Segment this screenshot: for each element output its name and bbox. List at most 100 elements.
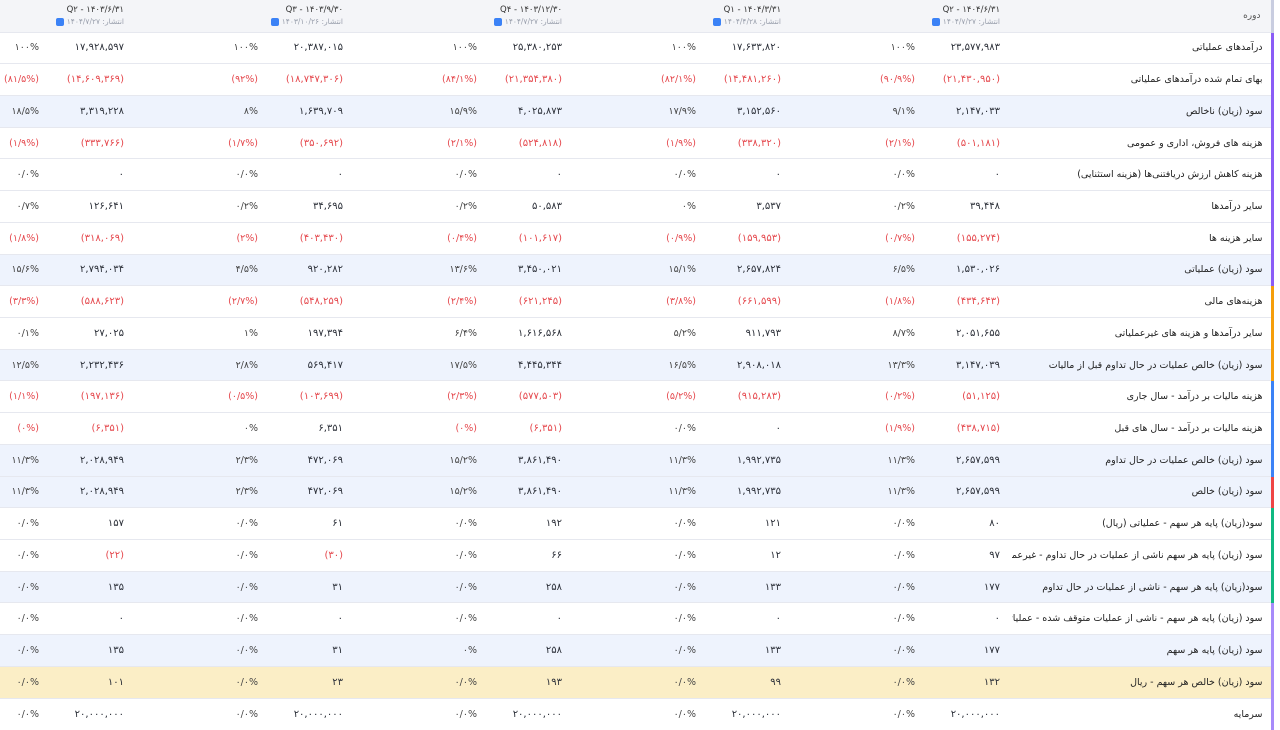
amount: ۰ bbox=[337, 169, 344, 181]
percent: ۱۲/۵% bbox=[11, 359, 39, 371]
row-label: سود (زیان) عملیاتی bbox=[1012, 254, 1274, 286]
percent: ۰/۰% bbox=[673, 676, 697, 688]
amount: (۵۷۷,۵۰۳) bbox=[518, 391, 563, 403]
percent: (۰/۷%) bbox=[885, 232, 916, 244]
amount: ۱,۹۹۲,۷۳۵ bbox=[737, 486, 782, 498]
amount: (۵۸۸,۶۲۳) bbox=[80, 296, 124, 308]
amount: (۱۹۷,۱۳۶) bbox=[80, 391, 124, 403]
amount: ۹۱۱,۷۹۳ bbox=[745, 327, 782, 339]
percent: (۸۲/۱%) bbox=[661, 74, 697, 86]
percent: ۰/۰% bbox=[892, 613, 916, 625]
percent: ۱۵/۹% bbox=[449, 105, 478, 117]
amount: ۲,۷۹۴,۰۳۴ bbox=[80, 264, 124, 276]
amount: (۳۱۸,۰۶۹) bbox=[80, 232, 124, 244]
amount: ۳,۴۵۰,۰۲۱ bbox=[518, 264, 563, 276]
percent: ۰/۰% bbox=[454, 518, 478, 530]
percent: ۸/۷% bbox=[892, 327, 916, 339]
percent: ۱۷/۹% bbox=[668, 105, 697, 117]
percent: ۰/۲% bbox=[454, 200, 478, 212]
amount: (۲۲) bbox=[105, 549, 124, 561]
table-row: سایر درآمدها و هزینه های غیرعملیاتی ۲,۰۵۱… bbox=[0, 317, 1274, 350]
amount: (۵۰۱,۱۸۱) bbox=[956, 137, 1001, 149]
period-header: Q۲ - ۱۴۰۴/۶/۳۱ انتشار: ۱۴۰۴/۷/۲۷ bbox=[793, 0, 1012, 32]
amount: (۶,۳۵۱) bbox=[529, 422, 563, 434]
percent: (۵/۲%) bbox=[666, 391, 697, 403]
table-row: هزینه های فروش، اداری و عمومی (۵۰۱,۱۸۱) (۲… bbox=[0, 127, 1274, 159]
amount: ۱۳۵ bbox=[107, 645, 124, 657]
percent: ۸% bbox=[243, 105, 259, 117]
period-header: Q۴ - ۱۴۰۳/۱۲/۳۰ انتشار: ۱۴۰۴/۷/۲۷ bbox=[355, 0, 574, 32]
amount: ۲,۰۲۸,۹۴۹ bbox=[80, 486, 124, 498]
percent: (۱/۹%) bbox=[9, 137, 39, 149]
percent: ۰/۰% bbox=[454, 676, 478, 688]
row-label: سود (زیان) پایه هر سهم bbox=[1012, 634, 1274, 667]
percent: ۲/۳% bbox=[235, 454, 259, 466]
row-label: سود (زیان) پایه هر سهم - ناشی از عملیات … bbox=[1012, 602, 1274, 635]
percent: ۰/۰% bbox=[16, 169, 39, 181]
percent: (۱/۸%) bbox=[9, 232, 39, 244]
percent: ۰/۰% bbox=[673, 422, 697, 434]
period-title: Q۲ - ۱۴۰۴/۶/۳۱ bbox=[942, 5, 1001, 16]
period-title: Q۲ - ۱۴۰۳/۶/۳۱ bbox=[66, 5, 124, 16]
row-label: سایر درآمدها و هزینه های غیرعملیاتی bbox=[1012, 317, 1274, 350]
amount: (۶۲۱,۲۴۵) bbox=[518, 296, 563, 308]
amount: ۹۲۰,۲۸۲ bbox=[307, 264, 344, 276]
percent: (۹۰/۹%) bbox=[880, 74, 916, 86]
percent: (۰/۲%) bbox=[885, 391, 916, 403]
row-label: درآمدهای عملیاتی bbox=[1012, 32, 1274, 64]
percent: ۰/۰% bbox=[235, 549, 259, 561]
table-row: سود (زیان) پایه هر سهم ناشی از عملیات در… bbox=[0, 539, 1274, 572]
table-body: درآمدهای عملیاتی ۲۳,۵۷۷,۹۸۳ ۱۰۰% ۱۷,۶۳۳,۸۲۰… bbox=[0, 32, 1274, 730]
amount: ۲,۲۳۲,۴۳۶ bbox=[80, 359, 124, 371]
amount: ۲۰,۰۰۰,۰۰۰ bbox=[293, 708, 344, 720]
percent: ۱۰۰% bbox=[14, 42, 39, 54]
table-row: سود (زیان) خالص هر سهم - ریال ۱۳۲ ۰/۰% ۹۹ ۰/… bbox=[0, 666, 1274, 699]
calendar-icon bbox=[712, 17, 721, 26]
row-label: سود(زیان) پایه هر سهم - ناشی از عملیات د… bbox=[1012, 571, 1274, 603]
percent: ۱۵/۲% bbox=[449, 454, 478, 466]
amount: ۲۳,۵۷۷,۹۸۳ bbox=[950, 42, 1001, 54]
percent: ۰/۰% bbox=[235, 676, 259, 688]
amount: (۵۲۴,۸۱۸) bbox=[518, 137, 563, 149]
amount: ۲۵,۳۸۰,۲۵۳ bbox=[512, 42, 563, 54]
percent: ۰/۰% bbox=[454, 169, 478, 181]
percent: ۱۸/۵% bbox=[11, 105, 39, 117]
table-row: هزینه مالیات بر درآمد - سال جاری (۵۱,۱۲۵)… bbox=[0, 380, 1274, 413]
publish-date: انتشار: ۱۴۰۳/۱۰/۲۶ bbox=[281, 17, 344, 27]
amount: ۰ bbox=[556, 613, 563, 625]
period-published: انتشار: ۱۴۰۴/۷/۲۷ bbox=[793, 16, 1000, 27]
amount: ۱,۶۳۹,۷۰۹ bbox=[299, 105, 344, 117]
amount: ۴۷۲,۰۶۹ bbox=[307, 454, 344, 466]
percent: ۰/۰% bbox=[892, 581, 916, 593]
percent: ۰/۰% bbox=[892, 549, 916, 561]
amount: (۵۱,۱۲۵) bbox=[962, 391, 1001, 403]
percent: ۹/۱% bbox=[892, 105, 916, 117]
percent: (۱/۷%) bbox=[228, 137, 259, 149]
amount: ۲۵۸ bbox=[545, 645, 563, 657]
amount: (۱۰۳,۶۹۹) bbox=[299, 391, 344, 403]
row-label: سود (زیان) خالص عملیات در حال تداوم bbox=[1012, 444, 1274, 477]
amount: ۴,۰۲۵,۸۷۳ bbox=[518, 105, 563, 117]
percent: (۱/۹%) bbox=[666, 137, 697, 149]
percent: ۱۵/۲% bbox=[449, 486, 478, 498]
table-row: سایر درآمدها ۳۹,۴۴۸ ۰/۲% ۳,۵۳۷ ۰% ۵۰,۵۸۳ ۰/۲% ۳… bbox=[0, 190, 1274, 223]
row-label: هزینه مالیات بر درآمد - سال جاری bbox=[1012, 380, 1274, 413]
percent: (۰%) bbox=[455, 422, 478, 434]
table-row: سود (زیان) خالص عملیات در حال تداوم ۲,۶۵۷… bbox=[0, 444, 1274, 477]
amount: (۱۴,۶۰۹,۳۶۹) bbox=[66, 74, 124, 86]
row-label: بهای تمام شده درآمدهای عملیاتی bbox=[1012, 63, 1274, 96]
period-header: Q۲ - ۱۴۰۳/۶/۳۱ انتشار: ۱۴۰۴/۷/۲۷ bbox=[0, 0, 136, 32]
amount: ۱۲۱ bbox=[764, 518, 782, 530]
amount: (۱۴,۴۸۱,۲۶۰) bbox=[723, 74, 782, 86]
percent: ۶/۵% bbox=[892, 264, 916, 276]
percent: ۰/۰% bbox=[892, 645, 916, 657]
row-label: سایر هزینه ها bbox=[1012, 222, 1274, 255]
percent: (۳/۳%) bbox=[9, 296, 39, 308]
percent: ۲/۳% bbox=[235, 486, 259, 498]
table-row: سود (زیان) پایه هر سهم ۱۷۷ ۰/۰% ۱۳۳ ۰/۰% ۲۵۸ ۰… bbox=[0, 634, 1274, 667]
percent: ۱۱/۳% bbox=[668, 454, 697, 466]
percent: ۰/۰% bbox=[673, 518, 697, 530]
percent: ۰/۰% bbox=[673, 581, 697, 593]
amount: ۲۰,۰۰۰,۰۰۰ bbox=[950, 708, 1001, 720]
percent: (۹۲%) bbox=[231, 74, 259, 86]
